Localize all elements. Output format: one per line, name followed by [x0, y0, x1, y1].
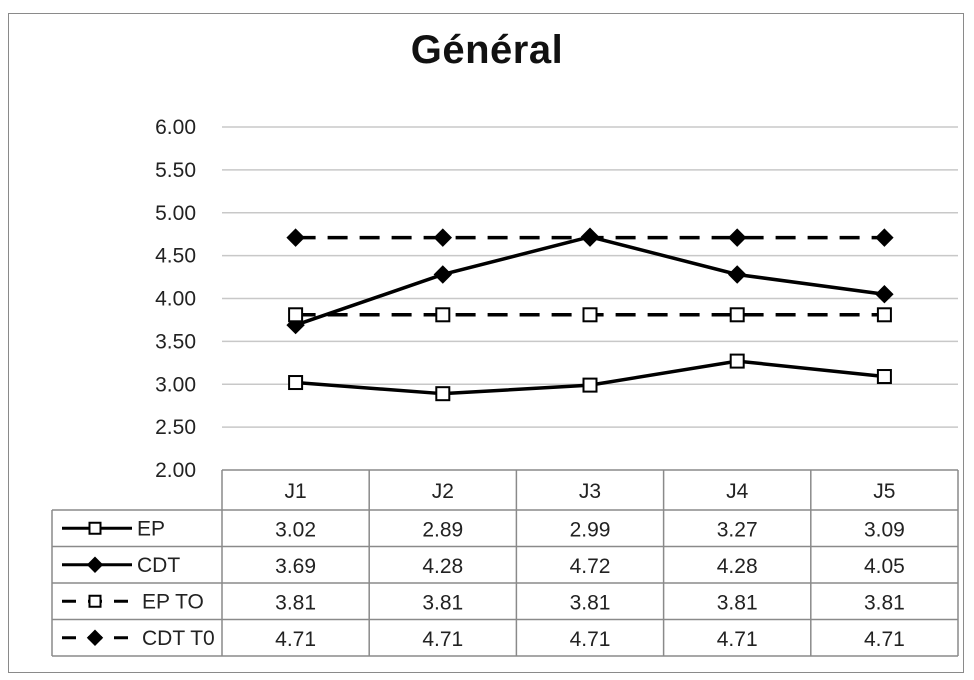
chart-frame — [8, 13, 964, 673]
table-value-ep-to: 3.81 — [570, 591, 611, 614]
y-tick-label: 4.00 — [155, 288, 196, 311]
table-value-ep: 2.99 — [570, 518, 611, 541]
point-ep — [582, 377, 598, 393]
table-value-cdt: 4.72 — [570, 555, 611, 578]
point-ep-to — [582, 307, 598, 323]
category-label: J2 — [432, 480, 454, 503]
table-value-cdt-t0: 4.71 — [570, 628, 611, 651]
legend-key-marker-ep — [88, 521, 102, 535]
table-value-cdt-t0: 4.71 — [717, 628, 758, 651]
table-value-cdt-t0: 4.71 — [864, 628, 905, 651]
point-cdt — [727, 265, 747, 284]
legend-label-ep: EP — [137, 517, 165, 540]
table-value-ep: 2.89 — [422, 518, 463, 541]
category-label: J5 — [873, 480, 895, 503]
table-value-cdt-t0: 4.71 — [275, 628, 316, 651]
legend-key-marker-cdt — [86, 556, 104, 573]
y-tick-label: 2.00 — [155, 459, 196, 482]
category-label: J4 — [726, 480, 749, 503]
point-cdt-t0 — [580, 228, 600, 247]
point-cdt-t0 — [727, 228, 747, 247]
legend-key-marker-ep-to — [88, 594, 102, 608]
y-tick-label: 5.00 — [155, 202, 196, 225]
y-tick-label: 4.50 — [155, 245, 196, 268]
table-value-cdt-t0: 4.71 — [422, 628, 463, 651]
legend-label-cdt: CDT — [137, 554, 180, 577]
table-value-ep: 3.02 — [275, 518, 316, 541]
table-value-ep-to: 3.81 — [864, 591, 905, 614]
point-cdt-t0 — [875, 228, 894, 247]
table-value-cdt: 4.05 — [864, 555, 905, 578]
legend-label-cdt-t0: CDT T0 — [142, 627, 215, 650]
legend-label-ep-to: EP TO — [142, 590, 204, 613]
y-tick-label: 6.00 — [155, 116, 196, 139]
point-ep — [435, 386, 451, 402]
table-value-cdt: 3.69 — [275, 555, 316, 578]
y-tick-label: 2.50 — [155, 416, 196, 439]
point-cdt — [875, 285, 894, 304]
chart-title: Général — [410, 28, 564, 72]
category-label: J3 — [579, 480, 601, 503]
point-ep-to — [876, 307, 892, 323]
table-value-ep-to: 3.81 — [717, 591, 758, 614]
point-ep-to — [729, 307, 745, 323]
point-ep — [288, 375, 304, 391]
table-value-ep-to: 3.81 — [422, 591, 463, 614]
category-label: J1 — [285, 480, 307, 503]
point-cdt-t0 — [286, 228, 305, 247]
table-value-cdt: 4.28 — [717, 555, 758, 578]
table-value-cdt: 4.28 — [422, 555, 463, 578]
point-ep — [729, 353, 745, 369]
table-value-ep: 3.27 — [717, 518, 758, 541]
point-cdt — [433, 265, 453, 284]
y-tick-label: 3.50 — [155, 330, 196, 353]
y-tick-label: 5.50 — [155, 159, 196, 182]
point-cdt-t0 — [433, 228, 453, 247]
y-tick-label: 3.00 — [155, 373, 196, 396]
legend-key-marker-cdt-t0 — [86, 629, 104, 646]
point-ep-to — [288, 307, 304, 323]
table-value-ep-to: 3.81 — [275, 591, 316, 614]
table-value-ep: 3.09 — [864, 518, 905, 541]
point-ep-to — [435, 307, 451, 323]
point-ep — [876, 369, 892, 385]
